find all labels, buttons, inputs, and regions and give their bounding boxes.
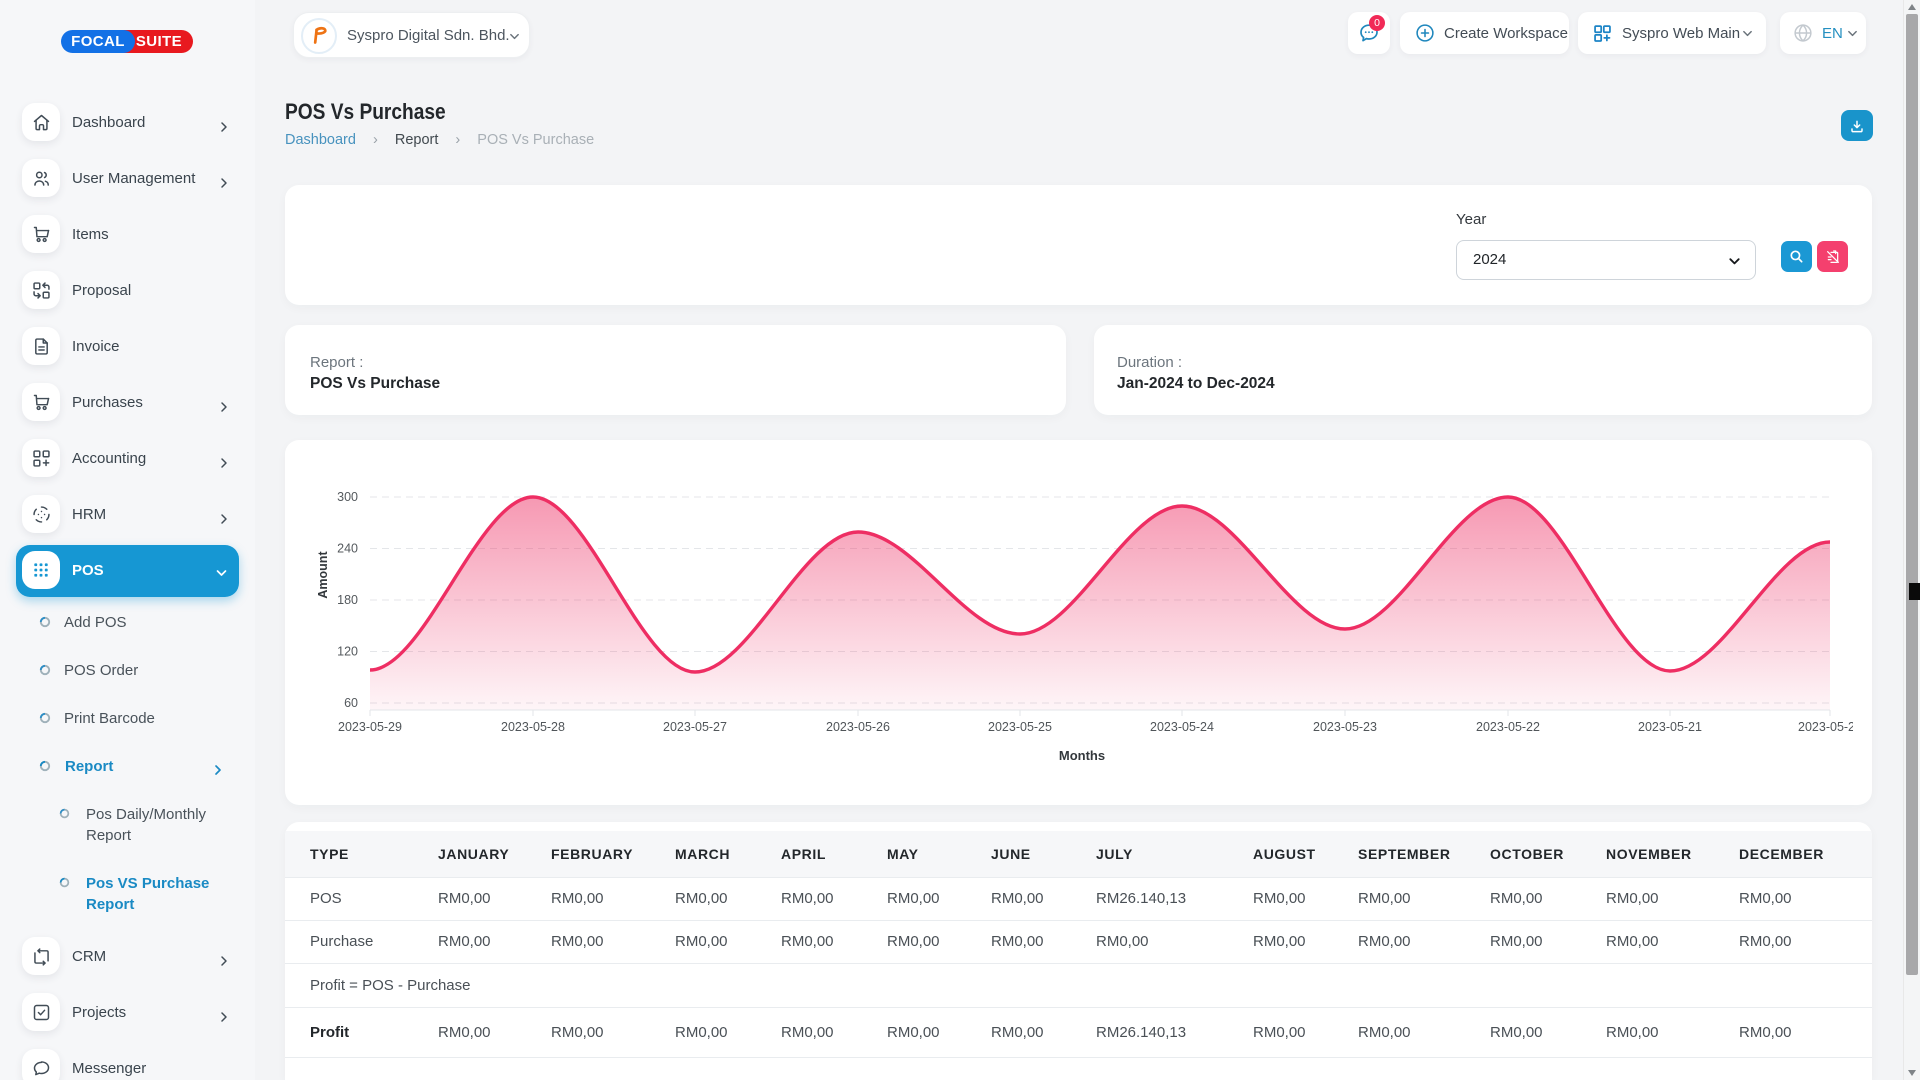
svg-text:240: 240: [337, 542, 358, 556]
svg-text:2023-05-27: 2023-05-27: [663, 720, 727, 734]
svg-text:2023-05-25: 2023-05-25: [988, 720, 1052, 734]
svg-text:2023-05-26: 2023-05-26: [826, 720, 890, 734]
svg-text:2023-05-24: 2023-05-24: [1150, 720, 1214, 734]
svg-text:300: 300: [337, 490, 358, 504]
svg-text:Months: Months: [1059, 748, 1105, 763]
svg-text:2023-05-28: 2023-05-28: [501, 720, 565, 734]
svg-text:2023-05-21: 2023-05-21: [1638, 720, 1702, 734]
svg-text:2023-05-22: 2023-05-22: [1476, 720, 1540, 734]
svg-text:Amount: Amount: [316, 551, 330, 599]
svg-text:180: 180: [337, 593, 358, 607]
svg-text:2023-05-29: 2023-05-29: [338, 720, 402, 734]
svg-text:2023-05-23: 2023-05-23: [1313, 720, 1377, 734]
svg-text:2023-05-20: 2023-05-20: [1798, 720, 1853, 734]
svg-text:120: 120: [337, 645, 358, 659]
svg-text:60: 60: [344, 696, 358, 710]
